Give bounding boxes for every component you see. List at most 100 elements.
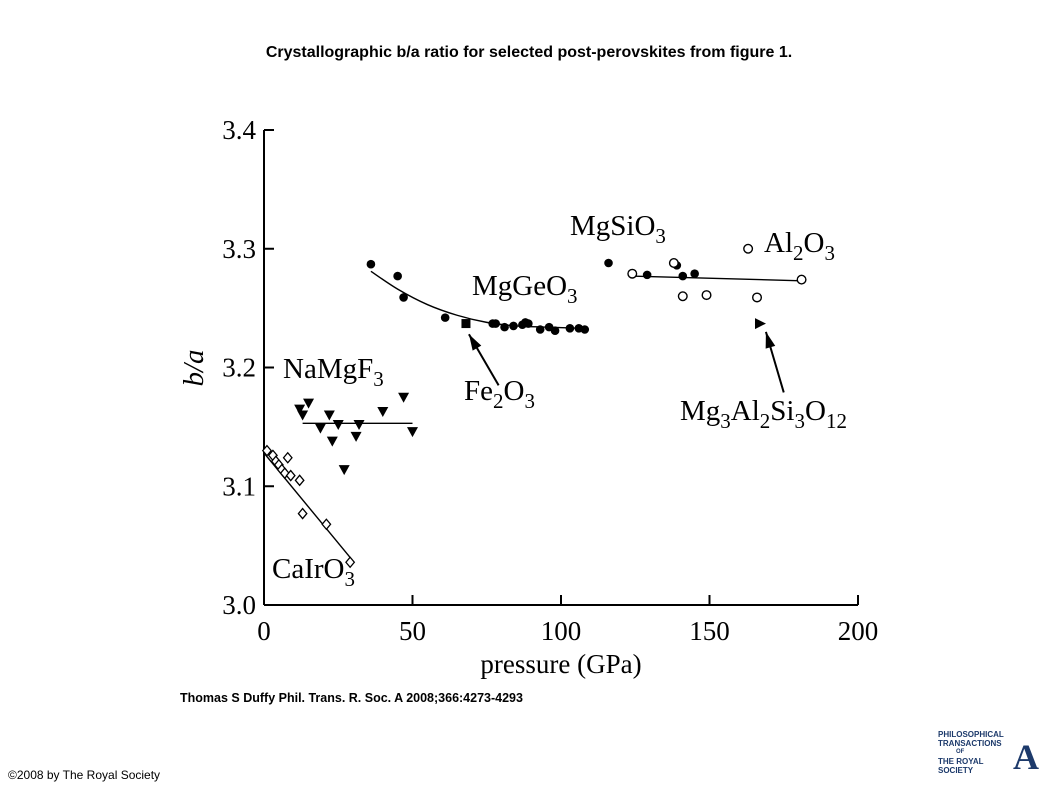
series-label-part: O xyxy=(504,375,525,407)
series-label-part: 12 xyxy=(826,409,847,433)
series-label-part: 3 xyxy=(655,224,666,248)
data-point xyxy=(461,319,471,329)
series-label-part: Al xyxy=(764,227,793,259)
data-point xyxy=(668,258,679,269)
data-point xyxy=(580,325,590,334)
y-tick-label: 3.3 xyxy=(222,234,256,264)
data-point xyxy=(627,268,638,279)
data-point xyxy=(377,406,389,417)
data-point xyxy=(524,319,533,328)
data-point xyxy=(294,474,305,487)
series-label-part: Fe xyxy=(464,375,493,407)
data-point xyxy=(399,293,408,302)
data-point xyxy=(677,291,688,302)
x-axis-label: pressure (GPa) xyxy=(480,649,641,679)
y-tick-label: 3.2 xyxy=(222,353,256,383)
series-label-part: O xyxy=(804,227,825,259)
data-point xyxy=(550,326,560,335)
series-label-part: Mg xyxy=(680,395,720,427)
fit-line xyxy=(632,275,802,282)
chart: 0 50 100 150 200 3.0 3.1 3.2 3.3 3.4 pressure (GPa… xyxy=(178,115,878,679)
data-point xyxy=(345,556,356,569)
series-label: MgSiO3 xyxy=(570,210,666,248)
data-point xyxy=(294,404,306,415)
copyright: ©2008 by The Royal Society xyxy=(8,768,161,782)
data-point xyxy=(743,243,754,254)
data-point xyxy=(332,420,344,430)
x-tick-label: 150 xyxy=(689,616,730,646)
data-point xyxy=(407,427,418,438)
series-label-part: 3 xyxy=(824,241,835,265)
series-label-part: 3 xyxy=(794,409,805,433)
data-point xyxy=(285,469,296,482)
data-point xyxy=(303,398,315,409)
logo-line: PHILOSOPHICAL xyxy=(938,730,1004,739)
figure-title: Crystallographic b/a ratio for selected … xyxy=(265,44,793,61)
logo-text: PHILOSOPHICAL TRANSACTIONS OF THE ROYAL … xyxy=(938,730,1004,775)
y-tick-label: 3.0 xyxy=(222,590,256,620)
data-point xyxy=(350,431,362,442)
y-tick-label: 3.4 xyxy=(222,115,256,145)
data-point xyxy=(604,258,613,268)
logo-line: THE ROYAL xyxy=(938,757,984,766)
annotation-arrowhead xyxy=(765,331,776,349)
data-point xyxy=(398,392,410,403)
data-point xyxy=(323,410,335,421)
series-label-part: 2 xyxy=(493,389,504,413)
series-label: Mg3Al2Si3O12 xyxy=(680,395,847,433)
series-label-part: 3 xyxy=(344,567,355,591)
logo-letter: A xyxy=(1013,737,1039,777)
citation: Thomas S Duffy Phil. Trans. R. Soc. A 20… xyxy=(180,691,523,705)
data-point xyxy=(321,518,332,531)
x-tick-label: 0 xyxy=(257,616,271,646)
annotation-arrows xyxy=(468,331,785,393)
series-label-part: CaIrO xyxy=(272,553,344,585)
data-point xyxy=(261,444,273,457)
data-point xyxy=(500,322,509,332)
y-tick-label: 3.1 xyxy=(222,471,256,501)
series-label-part: 2 xyxy=(793,241,804,265)
data-point xyxy=(393,271,402,281)
data-point xyxy=(491,319,500,328)
series-label-part: MgGeO xyxy=(472,270,567,302)
series-label: NaMgF3 xyxy=(283,353,384,391)
data-points xyxy=(261,243,807,569)
data-point xyxy=(297,507,308,520)
data-point xyxy=(314,423,326,434)
data-point xyxy=(796,274,807,285)
y-axis-label: b/a xyxy=(178,349,210,386)
data-point xyxy=(690,269,699,278)
series-label-part: MgSiO xyxy=(570,210,655,242)
series-label-part: Si xyxy=(770,395,794,427)
data-point xyxy=(509,321,518,331)
series-label-part: O xyxy=(805,395,826,427)
series-label: CaIrO3 xyxy=(272,553,355,591)
data-point xyxy=(297,410,309,421)
chart-axes: 0 50 100 150 200 3.0 3.1 3.2 3.3 3.4 pressure (GPa… xyxy=(178,115,878,679)
series-label-part: Al xyxy=(731,395,760,427)
series-label-part: 3 xyxy=(524,389,535,413)
journal-logo: PHILOSOPHICAL TRANSACTIONS OF THE ROYAL … xyxy=(938,728,1039,780)
data-point xyxy=(326,436,338,447)
data-point xyxy=(754,318,766,330)
series-label-part: 3 xyxy=(720,409,731,433)
series-label: Al2O3 xyxy=(764,227,835,265)
data-point xyxy=(282,451,293,464)
data-point xyxy=(353,420,365,430)
logo-line: OF xyxy=(956,749,965,755)
logo-line: SOCIETY xyxy=(938,766,974,775)
data-point xyxy=(338,465,350,476)
x-tick-label: 50 xyxy=(399,616,426,646)
logo-line: TRANSACTIONS xyxy=(938,739,1002,748)
data-point xyxy=(535,325,545,334)
series-label-part: NaMgF xyxy=(283,353,373,385)
series-label-part: 3 xyxy=(373,367,384,391)
data-point xyxy=(440,313,450,322)
data-point xyxy=(752,292,763,303)
x-tick-label: 100 xyxy=(541,616,582,646)
series-label-part: 2 xyxy=(760,409,771,433)
data-point xyxy=(701,290,712,301)
data-point xyxy=(642,270,652,280)
x-tick-label: 200 xyxy=(838,616,879,646)
